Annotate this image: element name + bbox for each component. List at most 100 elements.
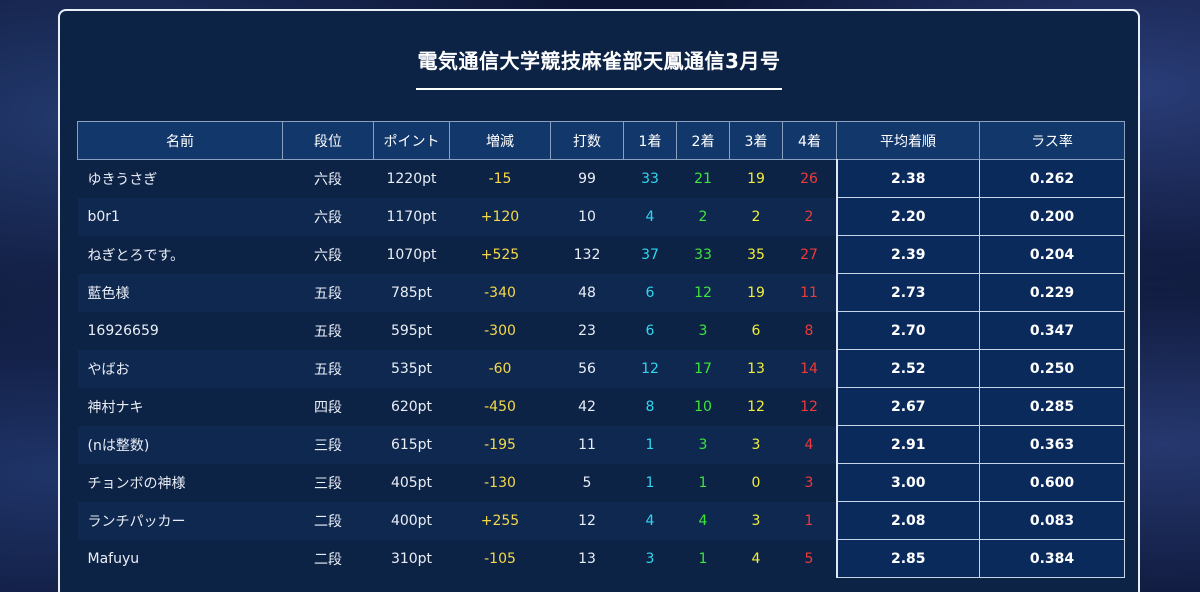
table-row: 16926659 五段 595pt -300 23 6 3 6 8 2.70 0.347 [77,311,1125,350]
cell-avg: 2.85 [835,539,980,578]
cell-first: 1 [645,436,655,453]
cell-avg: 3.00 [835,463,980,502]
cell-points: 405pt [390,474,433,491]
cell-rank: 五段 [314,285,342,302]
cell-name: ランチパッカー [87,513,186,530]
cell-fourth: 3 [804,474,814,491]
cell-first: 4 [645,208,655,225]
cell-name: b0r1 [87,208,120,225]
cell-rank: 五段 [314,323,342,340]
cell-fourth: 8 [804,322,814,339]
cell-points: 615pt [390,436,433,453]
cell-rank: 三段 [314,437,342,454]
cell-second: 4 [698,512,708,529]
cell-avg: 2.73 [835,273,980,312]
cell-points: 400pt [390,512,433,529]
cell-games: 13 [578,550,596,567]
header-name: 名前 [77,121,283,160]
table-row: (nは整数) 三段 615pt -195 11 1 3 3 4 2.91 0.363 [77,425,1125,464]
cell-rank: 二段 [314,513,342,530]
header-third: 3着 [729,121,783,160]
cell-first: 33 [641,170,659,187]
cell-avg: 2.08 [835,501,980,540]
cell-first: 3 [645,550,655,567]
cell-points: 620pt [390,398,433,415]
header-delta: 増減 [449,121,551,160]
cell-delta: -340 [484,284,516,301]
cell-last-rate: 0.262 [979,159,1125,198]
cell-last-rate: 0.200 [979,197,1125,236]
cell-third: 12 [747,398,765,415]
cell-third: 4 [751,550,761,567]
cell-avg: 2.91 [835,425,980,464]
cell-fourth: 12 [800,398,818,415]
cell-fourth: 14 [800,360,818,377]
cell-games: 48 [578,284,596,301]
cell-first: 37 [641,246,659,263]
header-avg: 平均着順 [836,121,980,160]
cell-name: (nは整数) [87,437,150,454]
cell-delta: -450 [484,398,516,415]
cell-last-rate: 0.600 [979,463,1125,502]
cell-name: 16926659 [87,322,159,339]
cell-games: 5 [582,474,592,491]
cell-games: 99 [578,170,596,187]
cell-fourth: 5 [804,550,814,567]
cell-name: 神村ナキ [87,399,144,416]
cell-third: 13 [747,360,765,377]
cell-third: 0 [751,474,761,491]
cell-third: 3 [751,436,761,453]
table-row: ゆきうさぎ 六段 1220pt -15 99 33 21 19 26 2.38 0.262 [77,159,1125,198]
cell-games: 56 [578,360,596,377]
cell-delta: -15 [488,170,512,187]
cell-rank: 五段 [314,361,342,378]
cell-delta: -105 [484,550,516,567]
header-points: ポイント [373,121,450,160]
cell-games: 132 [573,246,601,263]
header-games: 打数 [550,121,624,160]
cell-last-rate: 0.083 [979,501,1125,540]
cell-third: 3 [751,512,761,529]
header-last-rate: ラス率 [979,121,1125,160]
cell-last-rate: 0.384 [979,539,1125,578]
table-row: b0r1 六段 1170pt +120 10 4 2 2 2 2.20 0.200 [77,197,1125,236]
cell-last-rate: 0.204 [979,235,1125,274]
cell-points: 1170pt [386,208,437,225]
page-title: 電気通信大学競技麻雀部天鳳通信3月号 [415,45,783,90]
cell-second: 3 [698,322,708,339]
table-row: 藍色様 五段 785pt -340 48 6 12 19 11 2.73 0.229 [77,273,1125,312]
cell-third: 19 [747,284,765,301]
cell-rank: 三段 [314,475,342,492]
cell-points: 1220pt [386,170,437,187]
table-row: 神村ナキ 四段 620pt -450 42 8 10 12 12 2.67 0.285 [77,387,1125,426]
cell-games: 10 [578,208,596,225]
ranking-panel: 電気通信大学競技麻雀部天鳳通信3月号 名前 段位 ポイント 増減 打数 1着 [58,9,1140,592]
cell-delta: -130 [484,474,516,491]
header-fourth: 4着 [782,121,837,160]
cell-games: 23 [578,322,596,339]
header-second: 2着 [676,121,730,160]
header-rank: 段位 [282,121,374,160]
header-first: 1着 [623,121,677,160]
cell-first: 8 [645,398,655,415]
cell-delta: +525 [480,246,520,263]
cell-first: 1 [645,474,655,491]
cell-first: 4 [645,512,655,529]
table-row: Mafuyu 二段 310pt -105 13 3 1 4 5 2.85 0.384 [77,539,1125,578]
table-row: チョンボの神様 三段 405pt -130 5 1 1 0 3 3.00 0.600 [77,463,1125,502]
cell-rank: 六段 [314,209,342,226]
cell-second: 1 [698,474,708,491]
cell-second: 12 [694,284,712,301]
cell-delta: -195 [484,436,516,453]
cell-delta: +120 [480,208,520,225]
cell-last-rate: 0.363 [979,425,1125,464]
cell-rank: 六段 [314,171,342,188]
cell-second: 2 [698,208,708,225]
cell-fourth: 11 [800,284,818,301]
cell-delta: -300 [484,322,516,339]
ranking-table: 名前 段位 ポイント 増減 打数 1着 2着 3着 4着 平均着順 ラス率 ゆき… [77,121,1125,578]
cell-name: Mafuyu [87,550,140,567]
cell-avg: 2.20 [835,197,980,236]
cell-name: ゆきうさぎ [87,171,158,188]
cell-name: やばお [87,361,130,378]
